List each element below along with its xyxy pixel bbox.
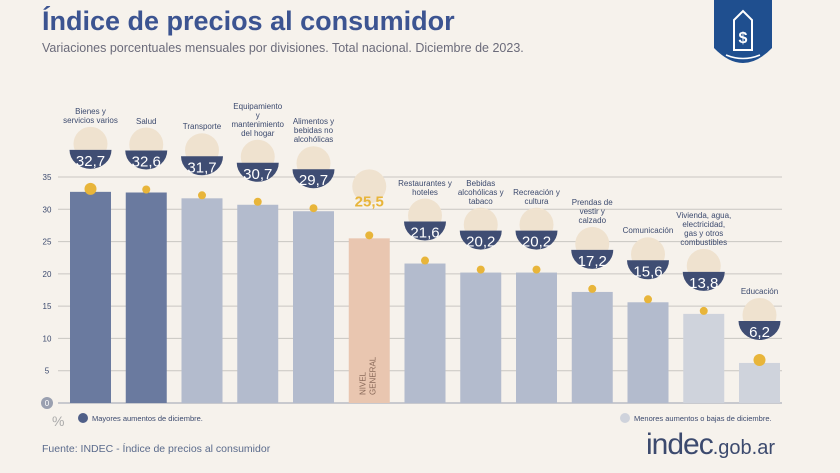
svg-text:$: $	[739, 30, 748, 47]
bar-value-label: 20,2	[466, 234, 495, 251]
bar-value-label: 20,2	[522, 234, 551, 251]
bar-category-label: Recreación y cultura	[513, 187, 560, 206]
y-tick-label: 25	[43, 238, 52, 247]
bar	[181, 198, 223, 403]
bar-value-label: 13,8	[689, 275, 718, 292]
bar	[627, 302, 669, 403]
y-tick-label: 35	[43, 173, 52, 182]
value-marker	[309, 204, 318, 213]
value-badge	[69, 149, 112, 169]
value-badge	[571, 249, 614, 269]
bar-category-label: Alimentos y bebidas no alcohólicas	[292, 117, 335, 145]
value-badge	[515, 230, 558, 250]
value-marker	[198, 191, 206, 200]
bar-category-label: Bienes y servicios varios	[63, 106, 118, 125]
value-badge	[738, 320, 781, 340]
legend-low-label: Menores aumentos o bajas de diciembre.	[634, 413, 772, 423]
value-marker	[532, 265, 541, 274]
bar	[571, 291, 613, 403]
y-tick-label: 20	[43, 270, 52, 279]
bar-value-label: 17,2	[578, 253, 607, 270]
bar	[348, 238, 390, 403]
bar	[739, 362, 780, 403]
value-marker	[421, 256, 429, 265]
value-badge	[125, 150, 168, 170]
value-badge	[236, 162, 279, 182]
bar	[70, 191, 111, 403]
value-marker	[699, 306, 708, 315]
value-badge	[682, 271, 725, 291]
y-tick-label: 15	[43, 302, 52, 311]
value-badge	[459, 230, 502, 250]
zero-marker	[41, 397, 53, 409]
bar-category-label: Transporte	[182, 122, 222, 132]
bar-value-label: 15,6	[633, 263, 662, 280]
site-main: indec	[646, 428, 714, 461]
bar-value-label: 25,5	[355, 193, 384, 210]
value-badge	[627, 260, 669, 280]
bar-value-label: 32,6	[132, 153, 161, 170]
legend-high-label: Mayores aumentos de diciembre.	[92, 413, 203, 423]
bar-value-label: 6,2	[749, 324, 770, 341]
value-badge	[181, 156, 223, 176]
bar-category-label: Vivienda, agua, electricidad, gas y otro…	[676, 210, 732, 247]
bar-value-label: 32,7	[76, 153, 105, 170]
bar-category-label: GENERAL	[368, 356, 377, 395]
bar-category-label: Equipamiento y mantenimiento del hogar	[231, 101, 284, 138]
bar-category-label: Restaurantes y hoteles	[398, 178, 452, 197]
bar	[237, 204, 279, 403]
y-axis-label: %	[52, 413, 65, 429]
legend-low: Menores aumentos o bajas de diciembre.	[620, 413, 772, 423]
legend-swatch-high	[78, 413, 88, 423]
category-icon	[352, 169, 387, 204]
bar-category-label: Salud	[136, 116, 157, 126]
bar	[516, 272, 557, 403]
page-title: Índice de precios al consumidor	[42, 6, 455, 36]
value-badge	[292, 169, 335, 189]
value-marker	[644, 295, 652, 304]
y-tick-label: 30	[43, 205, 52, 214]
bar-value-label: 21,6	[410, 225, 439, 242]
bar	[460, 272, 502, 403]
value-marker	[142, 185, 151, 194]
y-tick-label: 10	[43, 334, 52, 343]
bar	[293, 211, 334, 403]
value-badge	[404, 221, 446, 241]
legend-high: Mayores aumentos de diciembre.	[78, 413, 203, 423]
bar	[404, 263, 446, 403]
value-marker	[365, 231, 374, 240]
y-tick-label: 0	[45, 399, 50, 408]
site-suffix: .gob.ar	[712, 437, 775, 459]
bar-category-label: Prendas de vestir y calzado	[571, 197, 613, 225]
bar-category-label: NIVEL	[358, 371, 367, 395]
bar	[125, 192, 167, 403]
subtitle: Variaciones porcentuales mensuales por d…	[42, 41, 524, 55]
bar-category-label: Comunicación	[622, 226, 674, 236]
bar-value-label: 31,7	[187, 159, 216, 176]
source-note: Fuente: INDEC - Índice de precios al con…	[42, 443, 271, 455]
value-marker	[753, 353, 766, 366]
value-marker	[253, 197, 262, 206]
site-logo: indec.gob.ar	[646, 428, 775, 462]
bar	[683, 313, 725, 403]
y-tick-label: 5	[45, 367, 50, 376]
value-marker	[476, 265, 485, 274]
bar-value-label: 30,7	[243, 166, 272, 183]
bar-category-label: Educación	[740, 286, 779, 296]
bar-category-label: Bebidas alcohólicas y tabaco	[457, 178, 504, 206]
legend-swatch-low	[620, 413, 630, 423]
value-marker	[84, 182, 97, 195]
value-marker	[588, 284, 597, 293]
price-tag-dollar-icon: $	[714, 0, 772, 63]
bar-value-label: 29,7	[299, 172, 328, 189]
